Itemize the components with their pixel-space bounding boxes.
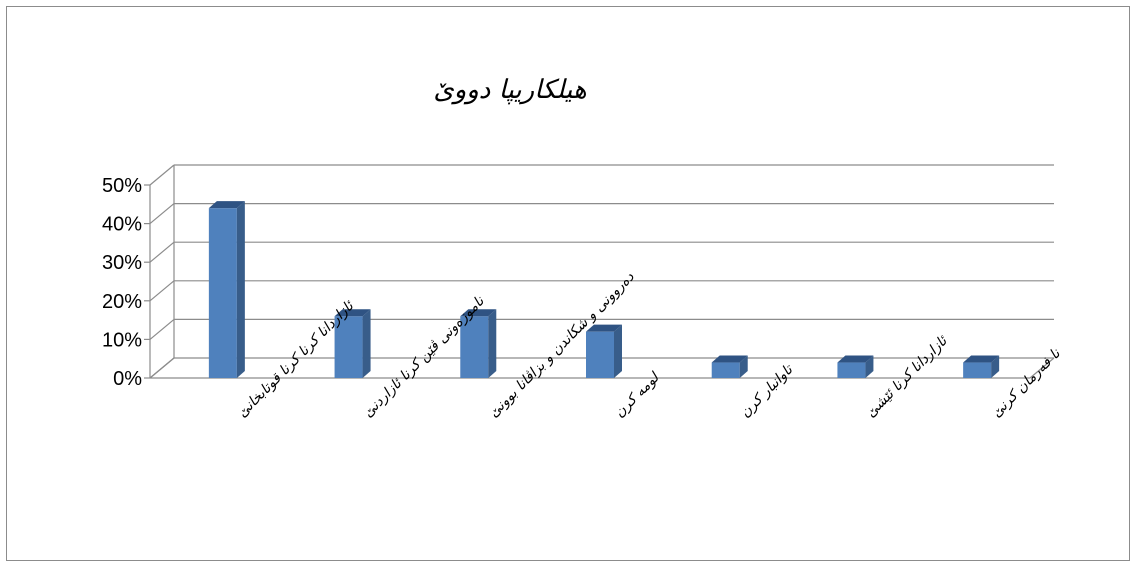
bar-side: [614, 324, 622, 378]
y-tick-label: 50%: [102, 175, 142, 197]
y-tick-label: 30%: [102, 252, 142, 274]
gridline-diagonal: [149, 318, 175, 340]
bar: [334, 309, 371, 378]
chart-frame: [6, 6, 1130, 561]
y-tick-label: 20%: [102, 291, 142, 313]
bar: [208, 201, 245, 378]
bar-side: [236, 201, 245, 378]
bar: [837, 355, 874, 378]
bar-top: [963, 355, 1000, 363]
bar-front: [711, 362, 740, 378]
y-tick-label: 0%: [113, 368, 142, 390]
gridlines: [149, 164, 1054, 379]
bar-top: [460, 309, 497, 317]
bar-front: [334, 316, 363, 378]
y-axis-ticks: 0% 10% 20% 30% 40% 50%: [102, 175, 150, 390]
y-tick-label: 40%: [102, 214, 142, 236]
x-tick-label: ئازاردانا كرنا ئێشێ: [863, 332, 952, 421]
bar-front: [208, 208, 237, 378]
gridline-diagonal: [149, 203, 175, 225]
bar-top: [208, 201, 245, 209]
bar: [586, 324, 622, 378]
bar: [711, 355, 748, 378]
gridline-diagonal: [149, 241, 175, 263]
bar: [460, 309, 497, 378]
bar-side: [991, 355, 1000, 378]
bar-top: [586, 324, 622, 332]
gridline-diagonal: [149, 357, 175, 379]
bar-side: [362, 309, 371, 378]
bar-top: [711, 355, 748, 363]
bar-front: [460, 316, 489, 378]
bar-top: [334, 309, 371, 317]
bar-side: [865, 355, 874, 378]
y-tick-label: 10%: [102, 329, 142, 351]
gridline-diagonal: [149, 280, 175, 302]
chart-title: هیلكاریپا دووێ: [433, 75, 587, 105]
bar-side: [739, 355, 748, 378]
x-tick-label: لومە كرن: [612, 369, 664, 421]
gridline-diagonal: [149, 164, 175, 186]
bar-front: [837, 362, 866, 378]
bar-front: [963, 362, 992, 378]
bar-top: [837, 355, 874, 363]
bar-front: [586, 331, 614, 378]
bar: [963, 355, 1000, 378]
bar-side: [488, 309, 497, 378]
floor-right-edge: [1029, 357, 1055, 379]
x-tick-label: نا فەرمان كرنێ: [989, 345, 1065, 421]
bars: [208, 201, 1000, 378]
